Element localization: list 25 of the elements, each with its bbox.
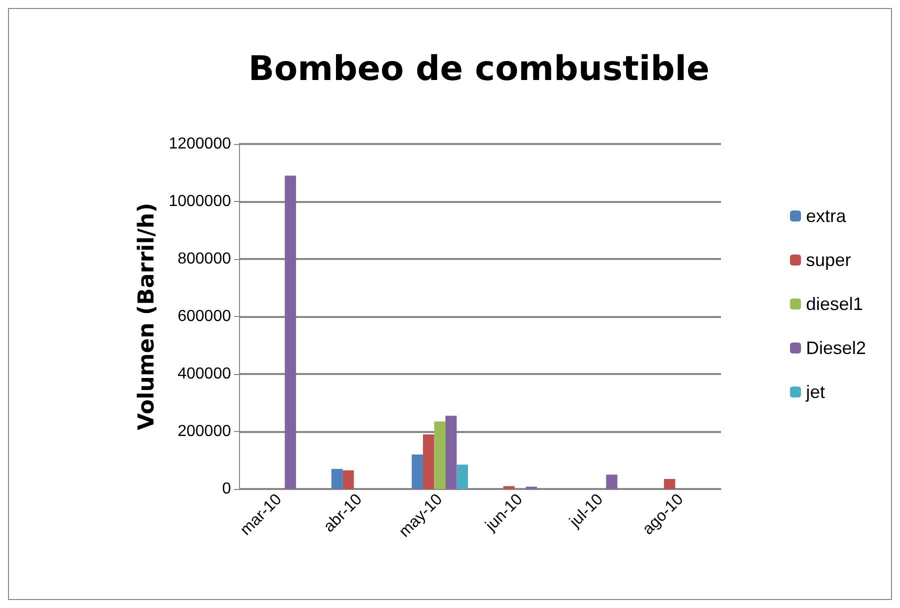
y-tick-label: 200000 [178,423,232,440]
bar [664,478,676,489]
y-tick-label: 800000 [178,250,232,268]
y-tick-label: 400000 [178,366,232,382]
bar [412,454,423,489]
legend-label: Diesel2 [806,338,866,358]
bar [434,421,446,489]
y-tick-label: 600000 [178,308,232,325]
y-tick-label: 0 [222,480,232,498]
bar [422,434,434,489]
bar [606,474,618,489]
bar [456,464,468,489]
legend-label: diesel1 [806,294,864,314]
y-tick-label: 1200000 [168,136,232,152]
legend-label: jet [804,382,825,402]
bar [331,468,343,489]
bar [503,486,515,489]
bar [342,470,354,489]
legend-label: extra [806,206,847,226]
y-tick-label: 1000000 [168,193,232,210]
legend-label: super [806,250,852,270]
y-axis-title: Volumen (Barril/h) [134,202,160,430]
bar [445,416,457,489]
bar [284,176,296,489]
chart-title: Bombeo de combustible [248,49,710,89]
